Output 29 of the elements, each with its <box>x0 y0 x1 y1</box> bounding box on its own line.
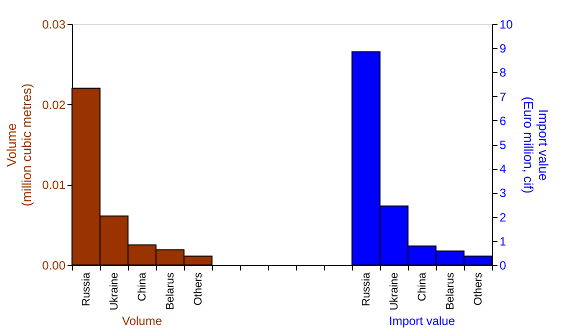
y-tick-label: 0.02 <box>42 98 66 112</box>
x-tick-label: Russia <box>360 272 372 306</box>
x-tick-label: Russia <box>80 272 92 306</box>
x-tick-label: China <box>416 272 428 302</box>
y2-tick-label: 0 <box>500 258 506 272</box>
y2-tick-label: 3 <box>500 186 506 200</box>
x-tick-label: Belarus <box>444 272 456 310</box>
y2-tick-label: 2 <box>500 210 506 224</box>
x-tick-label: Others <box>472 272 484 306</box>
y-tick-label: 0.01 <box>42 178 66 192</box>
x-tick-label: China <box>136 272 148 302</box>
y2-tick-label: 5 <box>500 138 506 152</box>
y-tick-label: 0.00 <box>42 258 66 272</box>
text: Volume <box>122 314 162 328</box>
y2-axis-title: Import value (Euro million, cif) <box>520 96 551 194</box>
x-tick-label: Belarus <box>164 272 176 310</box>
y2-tick-label: 1 <box>500 234 506 248</box>
y2-tick-label: 10 <box>500 18 514 32</box>
x-tick-label: Ukraine <box>108 272 120 310</box>
x-tick-label: Ukraine <box>388 272 400 310</box>
y-tick-label: 0.03 <box>42 18 66 32</box>
x-tick-label: Others <box>192 272 204 306</box>
y-axis-title: Volume (million cubic metres) <box>4 84 34 206</box>
y2-tick-label: 9 <box>500 42 506 56</box>
y2-tick-label: 6 <box>500 114 506 128</box>
y2-tick-label: 4 <box>500 162 506 176</box>
text: Import value <box>388 314 456 328</box>
y2-tick-label: 8 <box>500 66 506 80</box>
y2-tick-label: 7 <box>500 90 506 104</box>
